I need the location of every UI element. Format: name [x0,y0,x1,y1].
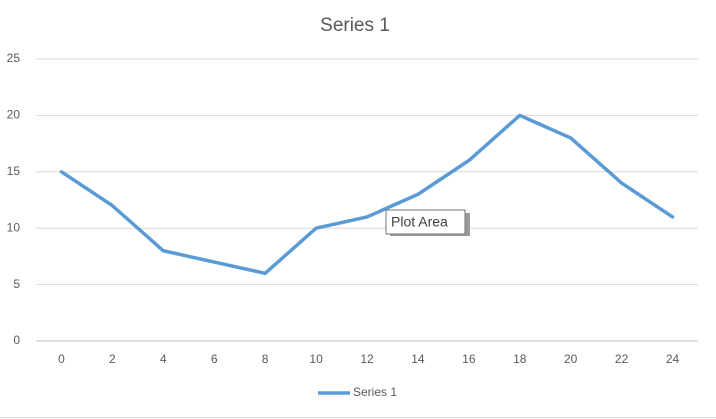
x-tick-label: 4 [160,352,167,366]
x-tick-label: 18 [513,352,527,366]
tooltip-text: Plot Area [391,214,448,230]
y-tick-label: 0 [13,333,20,347]
x-tick-label: 10 [309,352,323,366]
x-tick-label: 2 [109,352,116,366]
x-tick-label: 24 [666,352,680,366]
x-tick-label: 12 [360,352,374,366]
x-tick-label: 22 [615,352,629,366]
x-tick-label: 0 [58,352,65,366]
x-tick-label: 16 [462,352,476,366]
x-tick-label: 8 [262,352,269,366]
legend-label: Series 1 [353,385,397,399]
series-line [59,113,675,276]
x-tick-label: 14 [411,352,425,366]
chart-title: Series 1 [320,15,390,36]
y-tick-label: 20 [7,108,21,122]
x-tick-label: 20 [564,352,578,366]
y-tick-label: 10 [7,220,21,234]
x-tick-label: 6 [211,352,218,366]
tooltip-box [385,209,466,235]
y-tick-label: 5 [13,277,20,291]
y-tick-label: 15 [7,164,21,178]
y-tick-label: 25 [7,51,21,65]
